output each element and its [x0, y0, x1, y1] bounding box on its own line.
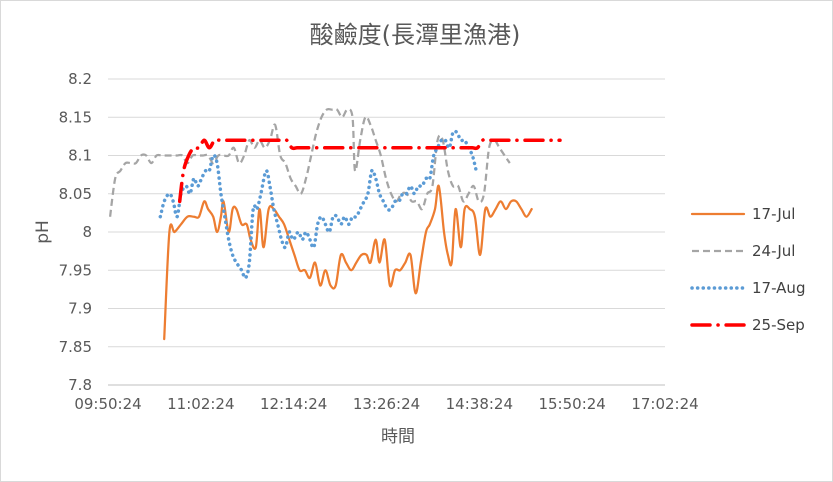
y-axis-label: pH — [33, 220, 53, 244]
x-tick-label: 11:02:24 — [167, 395, 234, 413]
y-tick-label: 8.05 — [59, 185, 92, 203]
x-tick-label: 14:38:24 — [446, 395, 513, 413]
x-tick-label: 17:02:24 — [631, 395, 698, 413]
series-line-17-aug — [158, 129, 478, 280]
legend-label-17-aug: 17-Aug — [752, 279, 805, 297]
y-tick-label: 8.2 — [68, 70, 92, 88]
legend-label-17-jul: 17-Jul — [752, 205, 795, 223]
y-tick-label: 8.1 — [68, 147, 92, 165]
grid — [108, 78, 665, 386]
legend-label-24-jul: 24-Jul — [752, 242, 795, 260]
y-tick-label: 8 — [82, 223, 92, 241]
x-tick-label: 13:26:24 — [353, 395, 420, 413]
series-line-24-jul — [108, 107, 511, 217]
x-axis-ticks: 09:50:24 11:02:24 12:14:24 13:26:24 14:38:24… — [74, 395, 698, 413]
chart-title: 酸鹼度(長潭里漁港) — [310, 21, 521, 49]
series-line-17-jul — [163, 184, 533, 341]
y-axis-ticks: 7.8 7.85 7.9 7.95 8 8.05 8.1 8.15 8.2 — [59, 70, 92, 394]
x-tick-label: 12:14:24 — [260, 395, 327, 413]
x-tick-label: 09:50:24 — [74, 395, 141, 413]
x-axis-label: 時間 — [381, 427, 415, 447]
series-lines — [108, 107, 562, 341]
series-line-25-sep — [177, 137, 562, 204]
y-tick-label: 8.15 — [59, 108, 92, 126]
legend: 17-Jul 24-Jul 17-Aug 25-Sep — [690, 205, 805, 334]
y-tick-label: 7.9 — [68, 300, 92, 318]
legend-label-25-sep: 25-Sep — [752, 316, 805, 334]
y-tick-label: 7.95 — [59, 261, 92, 279]
y-tick-label: 7.8 — [68, 376, 92, 394]
x-tick-label: 15:50:24 — [538, 395, 605, 413]
y-tick-label: 7.85 — [59, 338, 92, 356]
